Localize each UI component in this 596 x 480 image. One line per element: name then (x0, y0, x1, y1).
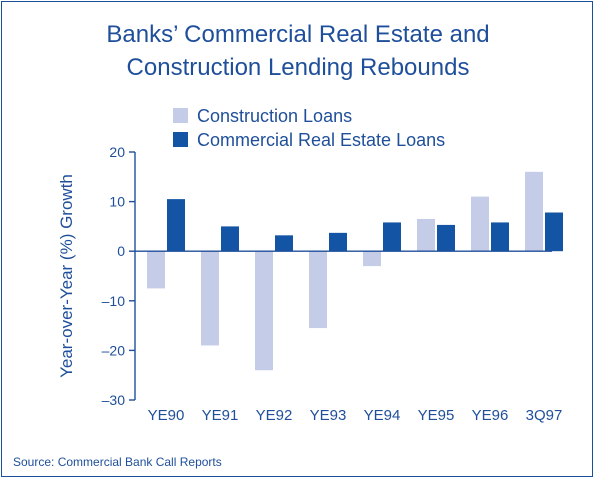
x-tick-label: 3Q97 (526, 407, 563, 424)
legend-label-1: Commercial Real Estate Loans (197, 130, 445, 150)
y-tick-label: –20 (102, 342, 126, 358)
bar-construction-ye93 (309, 251, 327, 329)
x-tick-label: YE94 (364, 407, 401, 424)
bar-cre-ye95 (437, 224, 455, 252)
bar-cre-3q97 (545, 212, 563, 252)
bar-construction-ye90 (147, 251, 165, 289)
y-tick-label: 0 (117, 243, 125, 259)
x-tick-label: YE90 (148, 407, 185, 424)
x-tick-label: YE92 (256, 407, 293, 424)
y-axis-title: Year-over-Year (%) Growth (57, 174, 76, 378)
bar-cre-ye91 (221, 226, 239, 252)
x-tick-label: YE91 (202, 407, 239, 424)
bar-construction-ye92 (255, 251, 273, 371)
bar-cre-ye90 (167, 199, 185, 252)
chart-title-line-1: Banks’ Commercial Real Estate and (106, 21, 490, 48)
source-note: Source: Commercial Bank Call Reports (13, 455, 222, 469)
bar-cre-ye93 (329, 232, 347, 252)
bar-cre-ye96 (491, 222, 509, 252)
legend-swatch-1 (173, 132, 188, 147)
bar-construction-ye95 (417, 218, 435, 252)
y-tick-label: –30 (102, 392, 126, 408)
y-tick-label: 10 (109, 194, 125, 210)
legend-swatch-0 (173, 108, 188, 123)
bar-construction-3q97 (525, 171, 543, 252)
chart-title-line-2: Construction Lending Rebounds (126, 54, 470, 81)
bar-construction-ye96 (471, 196, 489, 252)
x-tick-label: YE93 (310, 407, 347, 424)
bar-construction-ye91 (201, 251, 219, 346)
bar-construction-ye94 (363, 251, 381, 267)
x-tick-label: YE95 (418, 407, 455, 424)
legend-label-0: Construction Loans (197, 106, 352, 126)
x-tick-label: YE96 (472, 407, 509, 424)
y-tick-label: 20 (109, 144, 125, 160)
bar-cre-ye94 (383, 222, 401, 252)
y-tick-label: –10 (102, 293, 126, 309)
bar-cre-ye92 (275, 235, 293, 252)
